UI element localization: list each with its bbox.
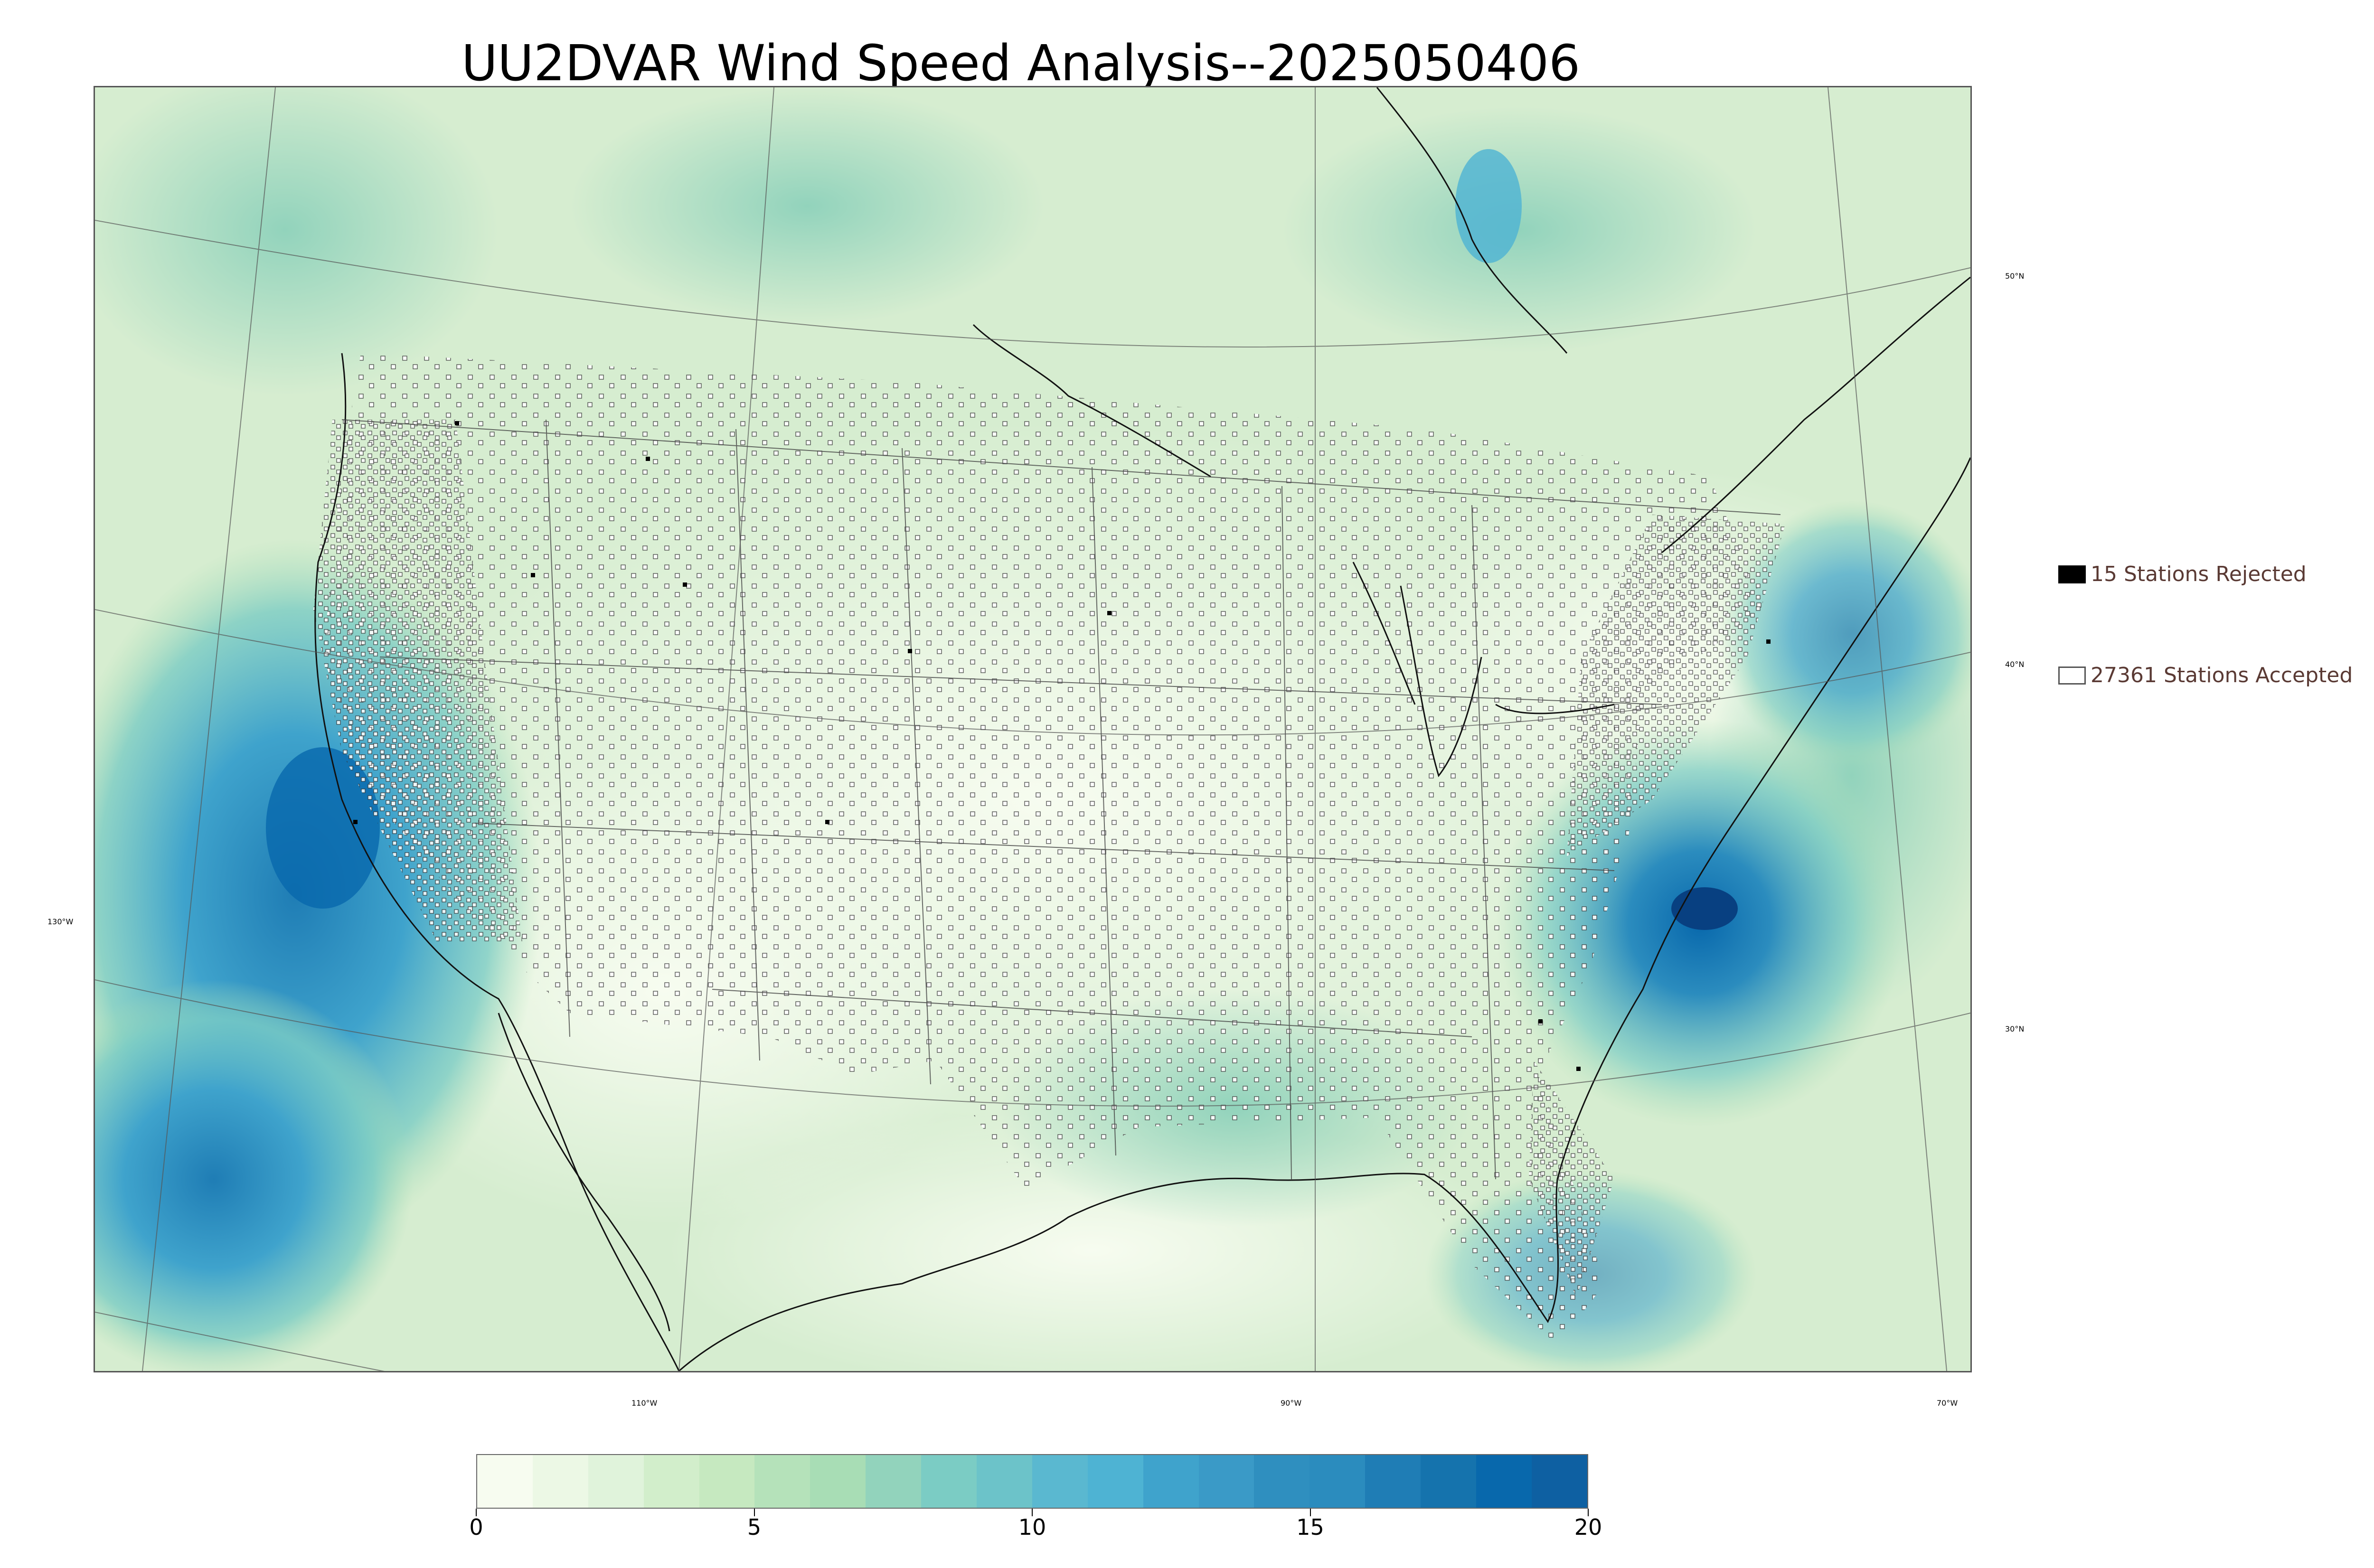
colorbar-segment [699, 1455, 755, 1508]
graticule [95, 87, 1970, 1371]
colorbar-segment [1476, 1455, 1532, 1508]
lon-label-90w: 90°W [1281, 1399, 1302, 1408]
colorbar-segment [866, 1455, 922, 1508]
colorbar-segment [1421, 1455, 1477, 1508]
colorbar-segment [477, 1455, 533, 1508]
lon-label-110w: 110°W [631, 1399, 658, 1408]
colorbar-tick [476, 1509, 477, 1516]
colorbar-segment [921, 1455, 977, 1508]
colorbar-segment [754, 1455, 810, 1508]
colorbar [476, 1454, 1588, 1509]
colorbar-tick [1309, 1509, 1311, 1516]
colorbar-segment [1531, 1455, 1587, 1508]
wind-speed-map[interactable] [94, 86, 1972, 1372]
colorbar-segment [977, 1455, 1032, 1508]
rejected-swatch [2058, 565, 2086, 583]
colorbar-segment [1309, 1455, 1366, 1508]
colorbar-segment [588, 1455, 644, 1508]
colorbar-segment [643, 1455, 699, 1508]
rejected-station-markers [353, 421, 1771, 1071]
legend-rejected: 15 Stations Rejected [2058, 562, 2307, 586]
colorbar-segment [532, 1455, 588, 1508]
lat-label-40n: 40°N [2005, 660, 2025, 669]
rejected-label: 15 Stations Rejected [2091, 562, 2307, 586]
colorbar-segment [1198, 1455, 1254, 1508]
lon-label-70w: 70°W [1937, 1399, 1958, 1408]
colorbar-tick-label: 5 [747, 1514, 762, 1540]
map-title: UU2DVAR Wind Speed Analysis--2025050406 [461, 34, 1581, 92]
colorbar-tick [754, 1509, 755, 1516]
lat-label-50n: 50°N [2005, 272, 2025, 281]
map-canvas [95, 87, 1970, 1371]
coastlines [314, 87, 1970, 1371]
lon-label-130w: 130°W [47, 917, 74, 926]
colorbar-tick-label: 10 [1018, 1514, 1046, 1540]
colorbar-segment [1143, 1455, 1199, 1508]
accepted-swatch [2058, 666, 2086, 685]
accepted-label: 27361 Stations Accepted [2091, 663, 2353, 687]
colorbar-segment [1254, 1455, 1310, 1508]
colorbar-tick-label: 15 [1296, 1514, 1324, 1540]
lat-label-30n: 30°N [2005, 1024, 2025, 1033]
state-borders [341, 419, 1781, 1180]
colorbar-segment [1365, 1455, 1421, 1508]
colorbar-tick [1032, 1509, 1033, 1516]
colorbar-tick-label: 20 [1574, 1514, 1602, 1540]
colorbar-segment [1087, 1455, 1143, 1508]
colorbar-tick [1588, 1509, 1589, 1516]
colorbar-segment [1032, 1455, 1088, 1508]
station-markers [323, 353, 1766, 1345]
colorbar-tick-label: 0 [469, 1514, 483, 1540]
legend-accepted: 27361 Stations Accepted [2058, 663, 2353, 687]
colorbar-segment [810, 1455, 866, 1508]
